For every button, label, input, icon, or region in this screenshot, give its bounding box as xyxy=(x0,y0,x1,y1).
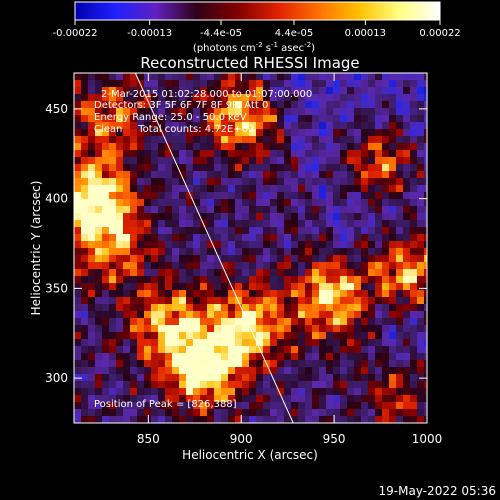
colorbar-tick-label: -0.00013 xyxy=(127,28,172,39)
x-axis-ticks: 850 900 950 1000 xyxy=(137,73,442,446)
y-axis-ticks: 300 350 400 450 xyxy=(45,102,427,385)
info-time-range: 2-Mar-2015 01:02:28.000 to 01:07:00.000 xyxy=(101,89,312,100)
colorbar-tick-label: -4.4e-05 xyxy=(200,28,242,39)
info-text: 2-Mar-2015 01:02:28.000 to 01:07:00.000 … xyxy=(94,89,312,410)
x-tick-label: 950 xyxy=(323,432,346,446)
plot-frame xyxy=(73,72,428,424)
x-tick-label: 850 xyxy=(137,432,160,446)
colorbar-tick-label: 0.00013 xyxy=(345,28,386,39)
colorbar-unit-label: (photons cm-2 s-1 asec-2) xyxy=(193,41,315,54)
solar-limb-line xyxy=(134,73,294,423)
y-tick-label: 300 xyxy=(45,371,68,385)
chart-title: Reconstructed RHESSI Image xyxy=(140,54,359,72)
colorbar-tick-label: 0.00022 xyxy=(419,28,460,39)
info-energy-range: Energy Range: 25.0 - 50.0 keV xyxy=(94,112,247,123)
y-tick-label: 400 xyxy=(45,192,68,206)
x-axis-label: Heliocentric X (arcsec) xyxy=(182,448,318,462)
x-tick-label: 1000 xyxy=(412,432,443,446)
x-tick-label: 900 xyxy=(230,432,253,446)
peak-position-label: Position of Peak = [826,388] xyxy=(94,399,237,410)
footer-timestamp: 19-May-2022 05:36 xyxy=(379,484,496,498)
colorbar-tick-label: -0.00022 xyxy=(53,28,98,39)
heatmap-cells xyxy=(74,73,427,423)
colorbar-gradient xyxy=(74,1,441,21)
y-axis-label: Heliocentric Y (arcsec) xyxy=(29,181,43,316)
info-clean-counts: Clean Total counts: 4.72E+03 xyxy=(94,124,254,135)
y-tick-label: 450 xyxy=(45,102,68,116)
y-tick-label: 350 xyxy=(45,281,68,295)
info-detectors: Detectors: 3F 5F 6F 7F 8F 9F, Att 0 xyxy=(94,100,268,111)
plot-area xyxy=(74,73,427,423)
colorbar-ticks: -0.00022 -0.00013 -4.4e-05 4.4e-05 0.00013 0.… xyxy=(53,20,461,39)
colorbar: -0.00022 -0.00013 -4.4e-05 4.4e-05 0.00013 0.… xyxy=(53,1,461,54)
colorbar-tick-label: 4.4e-05 xyxy=(275,28,313,39)
